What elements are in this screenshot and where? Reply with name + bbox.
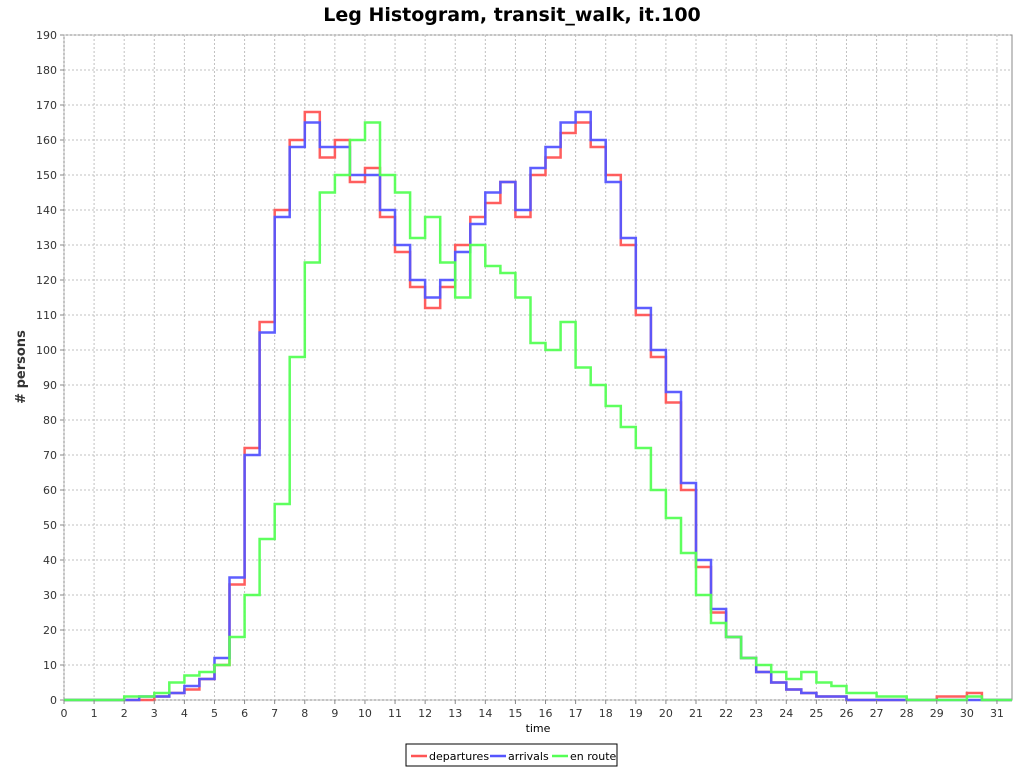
- y-tick-label: 140: [36, 204, 57, 217]
- y-tick-label: 90: [43, 379, 57, 392]
- y-tick-label: 70: [43, 449, 57, 462]
- chart-title: Leg Histogram, transit_walk, it.100: [323, 4, 701, 26]
- x-tick-label: 26: [839, 707, 853, 720]
- x-tick-label: 23: [749, 707, 763, 720]
- y-tick-label: 0: [50, 694, 57, 707]
- plot-area: [63, 34, 1013, 701]
- y-tick-label: 170: [36, 99, 57, 112]
- x-tick-label: 9: [331, 707, 338, 720]
- x-tick-label: 30: [960, 707, 974, 720]
- x-tick-label: 20: [659, 707, 673, 720]
- y-tick-label: 110: [36, 309, 57, 322]
- y-tick-label: 60: [43, 484, 57, 497]
- y-tick-label: 30: [43, 589, 57, 602]
- series-layer: [64, 110, 1012, 702]
- x-tick-label: 17: [569, 707, 583, 720]
- x-tick-label: 4: [181, 707, 188, 720]
- x-tick-label: 29: [930, 707, 944, 720]
- x-tick-label: 1: [91, 707, 98, 720]
- x-tick-label: 7: [271, 707, 278, 720]
- x-tick-label: 19: [629, 707, 643, 720]
- x-tick-label: 24: [779, 707, 793, 720]
- x-axis-ticks: 0 1 2 3 4 5 6 7 8 9 10 11 12 13 14 15 16 17 18 19 20 21 22 23 24…: [61, 700, 1004, 720]
- x-tick-label: 18: [599, 707, 613, 720]
- y-tick-label: 190: [36, 29, 57, 42]
- legend-label-departures: departures: [429, 750, 489, 763]
- y-tick-label: 150: [36, 169, 57, 182]
- series-en-route: [64, 121, 1012, 702]
- y-axis-ticks: 0 10 20 30 40 50 60 70 80 90 100 110 120 130 140 150 160…: [36, 29, 64, 707]
- y-tick-label: 20: [43, 624, 57, 637]
- legend-label-arrivals: arrivals: [508, 750, 549, 763]
- y-axis-label: # persons: [14, 330, 29, 404]
- y-tick-label: 80: [43, 414, 57, 427]
- x-axis-label: time: [526, 722, 551, 735]
- x-tick-label: 16: [539, 707, 553, 720]
- x-tick-label: 21: [689, 707, 703, 720]
- x-tick-label: 6: [241, 707, 248, 720]
- y-tick-label: 180: [36, 64, 57, 77]
- y-tick-label: 100: [36, 344, 57, 357]
- x-tick-label: 31: [990, 707, 1004, 720]
- y-tick-label: 40: [43, 554, 57, 567]
- x-tick-label: 10: [358, 707, 372, 720]
- x-tick-label: 27: [870, 707, 884, 720]
- y-tick-label: 50: [43, 519, 57, 532]
- x-tick-label: 11: [388, 707, 402, 720]
- legend-box: [405, 743, 618, 767]
- x-tick-label: 15: [508, 707, 522, 720]
- x-tick-label: 5: [211, 707, 218, 720]
- x-tick-label: 2: [121, 707, 128, 720]
- x-tick-label: 22: [719, 707, 733, 720]
- legend: departures arrivals en route: [405, 743, 618, 767]
- x-tick-label: 12: [418, 707, 432, 720]
- series-arrivals: [64, 110, 1012, 702]
- x-tick-label: 25: [809, 707, 823, 720]
- y-tick-label: 160: [36, 134, 57, 147]
- x-tick-label: 8: [301, 707, 308, 720]
- x-tick-label: 0: [61, 707, 68, 720]
- x-tick-label: 13: [448, 707, 462, 720]
- y-tick-label: 130: [36, 239, 57, 252]
- x-tick-label: 3: [151, 707, 158, 720]
- x-tick-label: 28: [900, 707, 914, 720]
- x-tick-label: 14: [478, 707, 492, 720]
- legend-label-en-route: en route: [570, 750, 617, 763]
- y-tick-label: 10: [43, 659, 57, 672]
- y-tick-label: 120: [36, 274, 57, 287]
